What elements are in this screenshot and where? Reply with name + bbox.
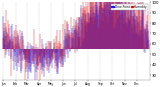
Legend: Dew Point, Humidity: Dew Point, Humidity	[111, 4, 148, 10]
